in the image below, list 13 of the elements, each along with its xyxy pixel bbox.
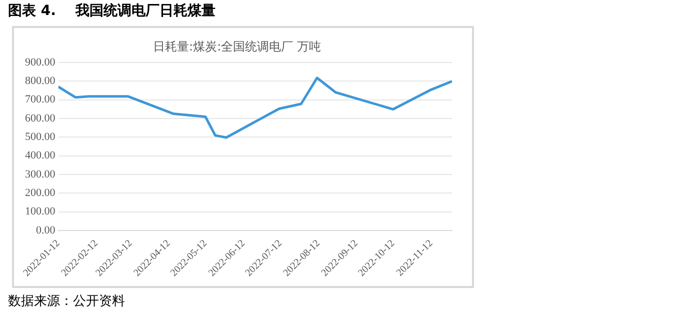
y-tick-label: 0.00 — [36, 224, 56, 236]
chart-title: 图表 4. 我国统调电厂日耗煤量 — [8, 2, 216, 21]
source-note: 数据来源：公开资料 — [8, 292, 126, 310]
y-tick-label: 300.00 — [25, 168, 56, 180]
y-tick-label: 200.00 — [25, 187, 56, 200]
y-tick-label: 100.00 — [25, 206, 56, 218]
y-tick-label: 500.00 — [25, 131, 56, 144]
y-tick-label: 700.00 — [25, 94, 56, 106]
y-tick-label: 600.00 — [25, 112, 56, 124]
y-tick-label: 900.00 — [25, 56, 56, 68]
chart-subtitle: 日耗量:煤炭:全国统调电厂 万吨 — [153, 39, 321, 54]
y-tick-label: 800.00 — [25, 74, 56, 87]
y-tick-label: 400.00 — [25, 150, 56, 162]
